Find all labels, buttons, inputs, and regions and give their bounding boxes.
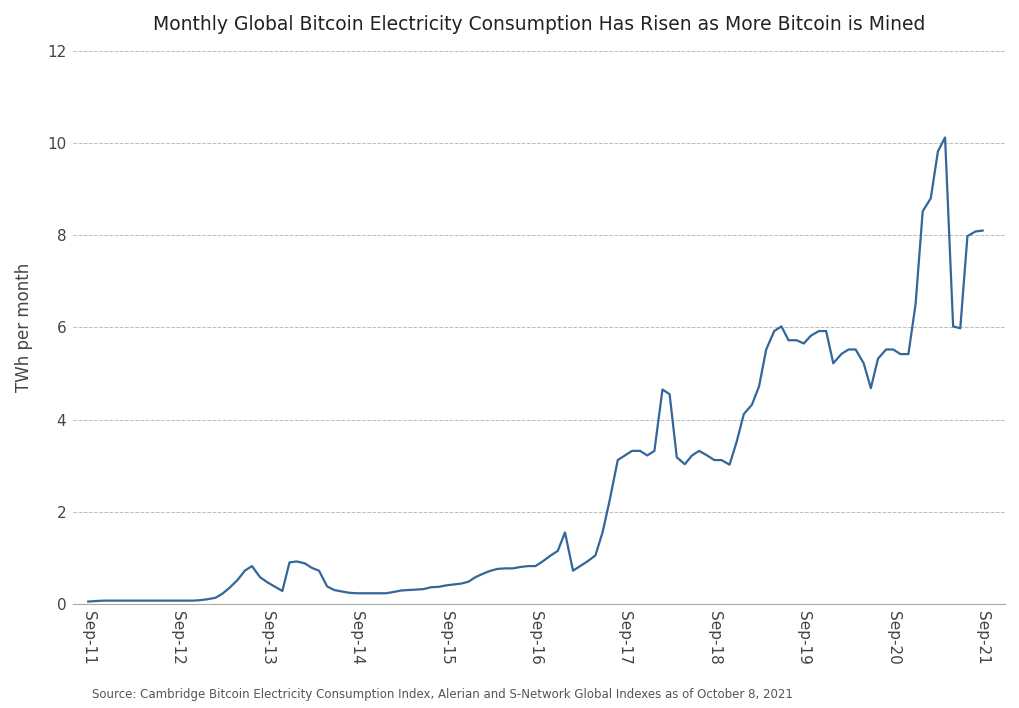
Text: Source: Cambridge Bitcoin Electricity Consumption Index, Alerian and S-Network G: Source: Cambridge Bitcoin Electricity Co… [92, 688, 792, 701]
Y-axis label: TWh per month: TWh per month [15, 263, 33, 392]
Title: Monthly Global Bitcoin Electricity Consumption Has Risen as More Bitcoin is Mine: Monthly Global Bitcoin Electricity Consu… [153, 15, 924, 34]
